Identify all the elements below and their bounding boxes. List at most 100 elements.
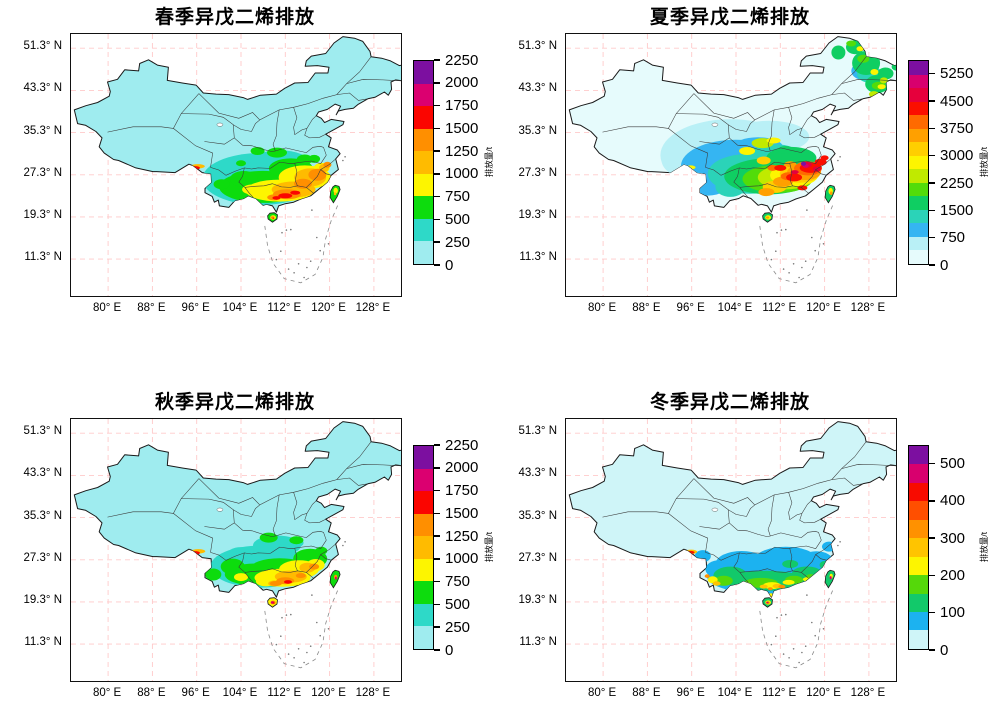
province-borders: [602, 56, 896, 198]
colorbar-tick-label: 1750: [445, 482, 479, 500]
colorbar-tick-label: 750: [445, 573, 471, 591]
colorbar-segment: [909, 519, 928, 539]
colorbar-segment: [909, 74, 928, 89]
colorbar-segment: [909, 128, 928, 143]
lon-tick-label: 88° E: [632, 302, 661, 314]
colorbar-segment: [909, 169, 928, 183]
colorbar-unit-label: 排放量/t: [979, 146, 989, 178]
lon-tick-label: 88° E: [632, 687, 661, 699]
colorbar-tick-label: 0: [940, 641, 949, 659]
province-borders: [602, 441, 896, 583]
lon-tick-label: 88° E: [137, 302, 166, 314]
colorbar-segment: [909, 575, 928, 594]
colorbar-segment: [909, 88, 928, 102]
colorbar-tick-label: 3750: [940, 119, 974, 137]
lat-tick-label: 19.3° N: [518, 208, 557, 221]
colorbar-segment: [909, 501, 928, 520]
colorbar-unit-label: 排放量/t: [484, 146, 494, 178]
panel-title: 春季异戊二烯排放: [154, 7, 315, 28]
lon-tick-label: 128° E: [850, 687, 886, 699]
colorbar-tick: [434, 489, 440, 492]
colorbar-tick-label: 300: [940, 529, 966, 547]
lon-tick-label: 96° E: [181, 302, 210, 314]
colorbar-segment: [909, 250, 928, 264]
lon-tick-label: 96° E: [181, 687, 210, 699]
lon-tick-label: 120° E: [806, 687, 841, 699]
lon-tick-label: 104° E: [222, 302, 258, 314]
colorbar-segment: [909, 223, 928, 237]
lat-tick-label: 51.3° N: [23, 40, 62, 53]
colorbar-segment: [414, 173, 433, 197]
south-china-sea-dashed-line: [759, 203, 834, 284]
lon-tick-label: 120° E: [311, 687, 346, 699]
lat-tick-label: 43.3° N: [518, 467, 557, 480]
colorbar-tick: [929, 209, 935, 212]
colorbar-tick-label: 100: [940, 604, 966, 622]
province-borders: [107, 56, 401, 198]
colorbar-segment: [909, 236, 928, 251]
colorbar-tick-label: 2000: [445, 459, 479, 477]
colorbar-segment: [414, 491, 433, 514]
hainan-island: [762, 212, 773, 223]
lon-tick-label: 120° E: [806, 302, 841, 314]
map-plot-area: [70, 418, 402, 682]
colorbar-tick: [434, 580, 440, 583]
colorbar-segment: [414, 218, 433, 242]
colorbar-tick-label: 1250: [445, 527, 479, 545]
hainan-island: [267, 212, 278, 223]
lat-tick-label: 51.3° N: [518, 425, 557, 438]
lat-tick-label: 51.3° N: [23, 425, 62, 438]
colorbar-tick-label: 2250: [940, 174, 974, 192]
colorbar-tick-label: 1250: [445, 142, 479, 160]
colorbar-segment: [909, 446, 928, 465]
colorbar-tick: [929, 236, 935, 239]
lon-tick-label: 112° E: [267, 687, 302, 699]
colorbar-segment: [909, 142, 928, 156]
colorbar-segment: [414, 513, 433, 537]
colorbar-tick: [929, 611, 935, 614]
colorbar-tick-label: 4500: [940, 92, 974, 110]
colorbar-tick: [434, 218, 440, 221]
colorbar: [413, 60, 434, 265]
colorbar-tick: [434, 127, 440, 130]
colorbar: [413, 445, 434, 650]
taiwan-island: [329, 569, 341, 589]
colorbar-segment: [909, 538, 928, 557]
lat-tick-label: 11.3° N: [519, 251, 557, 264]
lon-tick-label: 112° E: [762, 302, 797, 314]
lat-tick-label: 51.3° N: [518, 40, 557, 53]
colorbar-tick: [929, 500, 935, 502]
colorbar-tick-label: 500: [940, 455, 966, 473]
colorbar-segment: [909, 61, 928, 75]
lon-tick-label: 80° E: [92, 687, 122, 699]
colorbar-segment: [414, 151, 433, 174]
colorbar-segment: [414, 241, 433, 264]
lon-tick-label: 112° E: [267, 302, 302, 314]
lon-tick-label: 80° E: [587, 687, 617, 699]
colorbar-tick-label: 500: [445, 210, 471, 228]
colorbar-tick-label: 1500: [445, 504, 479, 522]
lat-tick-label: 11.3° N: [24, 636, 62, 649]
colorbar-tick: [929, 264, 935, 266]
lon-tick-label: 96° E: [676, 302, 705, 314]
colorbar-segment: [909, 182, 928, 197]
colorbar-segment: [414, 603, 433, 627]
panel-title: 夏季异戊二烯排放: [649, 7, 810, 28]
colorbar-tick-label: 3000: [940, 147, 974, 165]
lon-tick-label: 88° E: [137, 687, 166, 699]
lon-tick-label: 104° E: [717, 302, 753, 314]
taiwan-island: [329, 184, 341, 204]
colorbar-segment: [414, 61, 433, 84]
colorbar-tick: [434, 603, 440, 606]
colorbar-segment: [909, 464, 928, 483]
colorbar-segment: [909, 556, 928, 576]
lat-tick-label: 11.3° N: [519, 636, 557, 649]
colorbar-tick-label: 1750: [445, 97, 479, 115]
colorbar-segment: [414, 468, 433, 492]
emission-layer: [660, 40, 896, 197]
lon-tick-label: 128° E: [850, 302, 886, 314]
colorbar-tick-label: 250: [445, 618, 471, 636]
island-specks: [770, 541, 841, 664]
colorbar-tick: [434, 104, 440, 107]
lat-tick-label: 27.3° N: [518, 551, 557, 564]
